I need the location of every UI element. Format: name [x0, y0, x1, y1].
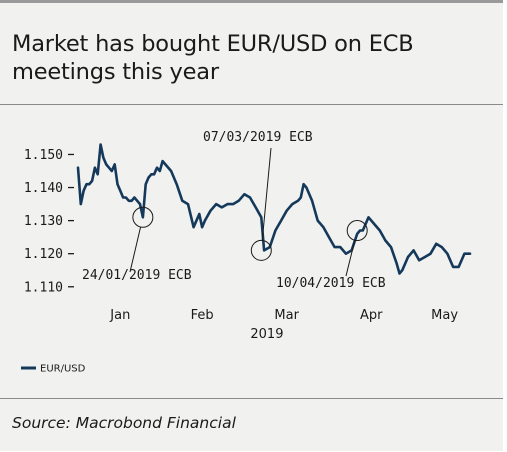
annotation-pointer — [345, 240, 356, 277]
title-divider — [0, 104, 503, 105]
annotation-label: 24/01/2019 ECB — [82, 268, 192, 283]
source-divider — [0, 398, 503, 399]
chart-title: Market has bought EUR/USD on ECB meeting… — [12, 31, 414, 85]
y-axis: 1.110 1.120 1.130 1.140 1.150 — [24, 148, 74, 295]
ecb-meeting-marker — [346, 220, 368, 242]
y-tick-label: 1.120 — [24, 247, 63, 262]
ecb-meeting-marker — [250, 239, 272, 261]
y-tick-label: 1.130 — [24, 214, 63, 229]
annotation-label: 07/03/2019 ECB — [203, 130, 313, 145]
series-layer — [76, 143, 472, 275]
annotation-pointer — [129, 226, 142, 273]
x-tick-label: Feb — [191, 308, 214, 323]
x-tick-label: Apr — [360, 308, 383, 323]
annotation-pointer — [261, 147, 272, 241]
x-tick-label: Jan — [109, 308, 130, 323]
source-note: Source: Macrobond Financial — [12, 414, 236, 432]
x-axis: Jan Feb Mar Apr May 2019 — [109, 308, 458, 342]
ecb-meeting-marker — [132, 206, 154, 228]
series-line-eur-usd — [76, 143, 472, 275]
x-tick-label: May — [431, 308, 458, 323]
x-tick-label: Mar — [274, 308, 299, 323]
legend-label: EUR/USD — [40, 364, 86, 375]
y-tick-label: 1.110 — [24, 280, 63, 295]
annotation-layer: 24/01/2019 ECB 07/03/2019 ECB 10/04/2019 E… — [82, 130, 386, 291]
y-tick-label: 1.140 — [24, 181, 63, 196]
legend: EUR/USD — [21, 364, 86, 375]
y-tick-label: 1.150 — [24, 148, 63, 163]
annotation-label: 10/04/2019 ECB — [276, 276, 386, 291]
x-axis-year-label: 2019 — [250, 327, 283, 342]
